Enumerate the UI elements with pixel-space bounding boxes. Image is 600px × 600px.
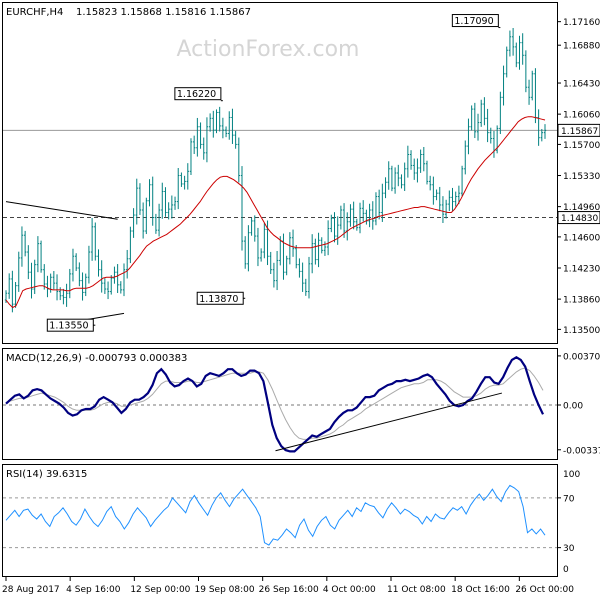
macd-tick-label: -0.003379 (563, 446, 600, 456)
time-tick-label: 28 Aug 2017 (2, 585, 60, 595)
price-tick-label: 1.16430 (563, 80, 600, 90)
annotation-box (174, 87, 222, 101)
rsi-tick-label: 30 (563, 544, 575, 554)
price-tick-label: 1.16880 (563, 42, 600, 52)
time-tick-label: 19 Sep 08:00 (195, 585, 255, 595)
annotation-box (196, 291, 244, 305)
price-tag-label: 1.14830 (561, 214, 598, 224)
moving-average-line (5, 116, 546, 309)
macd-tick-label: 0.003705 (563, 352, 600, 362)
annotation-box (451, 14, 499, 28)
watermark: ActionForex.com (177, 37, 360, 62)
time-tick-label: 26 Sep 16:00 (259, 585, 319, 595)
time-tick-label: 4 Sep 16:00 (66, 585, 121, 595)
time-tick-label: 12 Sep 00:00 (130, 585, 190, 595)
price-tick-label: 1.14960 (563, 203, 600, 213)
price-level-lines (3, 129, 557, 219)
price-tick-label: 1.13500 (563, 326, 600, 336)
macd-trendline-segment (275, 392, 503, 452)
price-tick-label: 1.15330 (563, 172, 600, 182)
price-tick-label: 1.14230 (563, 265, 600, 275)
macd-trendline (275, 392, 503, 452)
annotation-box (46, 318, 94, 332)
rsi-line (5, 484, 546, 546)
price-tick-label: 1.16060 (563, 111, 600, 121)
macd-main-line (5, 356, 544, 453)
price-tick-label: 1.17160 (563, 18, 600, 28)
rsi-edge-label: 0 (563, 565, 569, 575)
time-tick-label: 11 Oct 08:00 (387, 585, 446, 595)
time-tick-label: 18 Oct 16:00 (451, 585, 510, 595)
time-tick-label: 4 Oct 00:00 (323, 585, 376, 595)
price-annotations: 1.13550 1.16220 1.13870 1.17090 (46, 14, 501, 332)
price-tag-box (557, 123, 600, 137)
rsi-panel-frame (2, 464, 558, 577)
annotation-label: 1.13870 (199, 294, 238, 305)
annotation-label: 1.16220 (177, 89, 216, 100)
price-tick-label: 1.14600 (563, 233, 600, 243)
annotation-label: 1.17090 (454, 16, 493, 27)
time-tick-label: 26 Oct 00:00 (515, 585, 574, 595)
rsi-title: RSI(14) 39.6315 (6, 469, 87, 480)
rsi-tick-label: 70 (563, 494, 575, 504)
rsi-axis: 70 30 100 0 (3, 470, 580, 575)
price-tick-label: 1.15700 (563, 141, 600, 151)
price-axis: 1.17160 1.16880 1.16430 1.16060 1.15700 1.153… (557, 18, 600, 336)
symbol-label: EURCHF,H4 (6, 7, 63, 18)
price-candles (4, 27, 547, 313)
annotation-label: 1.13550 (49, 321, 88, 332)
price-tick-label: 1.13860 (563, 296, 600, 306)
price-axis-tags: 1.15867 1.14830 (557, 123, 600, 225)
price-trendline (5, 201, 118, 220)
price-tag-box (557, 211, 600, 225)
macd-title: MACD(12,26,9) -0.000793 0.000383 (6, 353, 187, 364)
ohlc-label: 1.15823 1.15868 1.15816 1.15867 (76, 7, 251, 18)
price-tag-label: 1.15867 (561, 127, 598, 137)
macd-tick-label: 0.00 (563, 402, 583, 412)
rsi-edge-label: 100 (563, 470, 580, 480)
time-axis: 28 Aug 2017 4 Sep 16:00 12 Sep 00:00 19 Sep… (2, 577, 574, 595)
macd-signal-line (5, 367, 544, 440)
